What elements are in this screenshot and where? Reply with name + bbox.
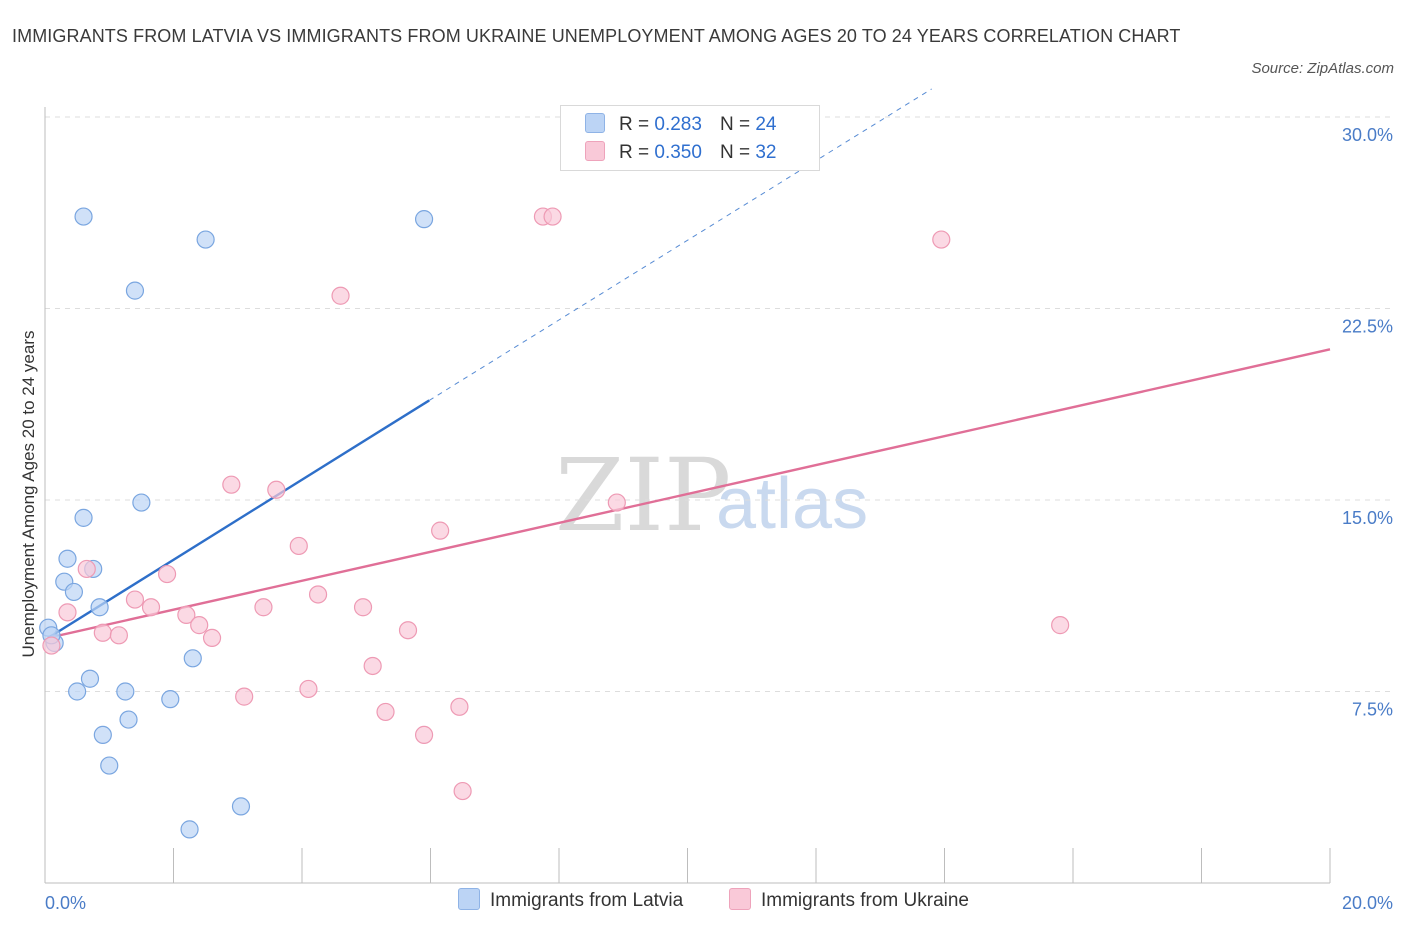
ukraine-point-25 — [363, 656, 382, 676]
latvia-point-0 — [74, 207, 93, 226]
ukraine-point-24 — [42, 636, 61, 655]
latvia-point-3 — [125, 281, 145, 300]
ukraine-r-label: R = — [619, 142, 650, 163]
latvia-point-1 — [196, 230, 215, 249]
source-label: Source: ZipAtlas.com — [1251, 60, 1394, 77]
x-tick-label-0: 0.0% — [45, 893, 86, 913]
ukraine-point-19 — [1051, 616, 1070, 635]
latvia-point-6 — [58, 549, 77, 568]
ukraine-point-20 — [398, 621, 418, 640]
ukraine-point-15 — [353, 598, 373, 617]
ukraine-point-5 — [267, 480, 286, 499]
latvia-point-22 — [180, 820, 199, 839]
latvia-n-label: N = — [719, 114, 751, 135]
ukraine-point-2 — [932, 230, 951, 249]
ukraine-point-31 — [453, 781, 472, 801]
latvia-point-9 — [64, 582, 84, 602]
y-tick-label-1: 15.0% — [1342, 508, 1393, 528]
latvia-point-16 — [116, 682, 135, 701]
stats-legend: R = 0.283 N = 24 R = 0.350 N = 32 — [560, 105, 820, 171]
latvia-point-15 — [68, 682, 87, 701]
ukraine-point-8 — [289, 536, 308, 556]
latvia-trend-line — [47, 399, 430, 639]
y-tick-label-3: 30.0% — [1342, 125, 1393, 145]
legend-latvia-label: Immigrants from Latvia — [490, 890, 684, 911]
ukraine-point-13 — [141, 598, 161, 617]
ukraine-point-29 — [376, 702, 395, 722]
latvia-swatch — [585, 113, 605, 133]
x-tick-label-1: 20.0% — [1342, 893, 1393, 913]
latvia-r-label: R = — [619, 114, 650, 135]
ukraine-point-28 — [450, 697, 469, 716]
latvia-point-17 — [161, 690, 180, 709]
ukraine-point-23 — [202, 628, 222, 647]
ukraine-point-1 — [543, 207, 562, 226]
ukraine-r-value: 0.350 — [654, 142, 702, 163]
y-axis-label: Unemployment Among Ages 20 to 24 years — [19, 331, 38, 658]
ukraine-trend-line — [47, 348, 1331, 640]
stats-row-latvia: R = 0.283 N = 24 — [585, 113, 776, 139]
ukraine-swatch — [585, 141, 605, 161]
chart-title: IMMIGRANTS FROM LATVIA VS IMMIGRANTS FRO… — [12, 26, 1181, 46]
ukraine-point-14 — [254, 598, 273, 617]
ukraine-point-22 — [109, 626, 128, 645]
ukraine-point-12 — [125, 590, 145, 609]
ukraine-point-30 — [414, 725, 434, 745]
stats-row-ukraine: R = 0.350 N = 32 — [585, 141, 776, 167]
latvia-point-5 — [74, 508, 93, 527]
latvia-point-2 — [414, 210, 434, 229]
ukraine-n-value: 32 — [755, 142, 777, 163]
latvia-point-18 — [119, 710, 138, 729]
ukraine-point-11 — [308, 585, 328, 604]
latvia-point-19 — [93, 725, 112, 745]
latvia-point-4 — [132, 493, 151, 512]
ukraine-point-18 — [190, 616, 209, 635]
ukraine-point-4 — [222, 475, 241, 494]
y-tick-label-0: 7.5% — [1352, 700, 1393, 720]
latvia-point-20 — [100, 756, 119, 775]
ukraine-point-9 — [77, 559, 96, 579]
legend-item-ukraine: Immigrants from Ukraine — [729, 888, 969, 912]
ukraine-point-26 — [299, 679, 318, 699]
watermark-zip: ZIP — [555, 437, 731, 554]
ukraine-point-10 — [157, 564, 177, 584]
ukraine-point-3 — [331, 286, 350, 305]
ukraine-point-27 — [235, 687, 254, 706]
ukraine-point-21 — [93, 623, 112, 642]
latvia-r-value: 0.283 — [654, 114, 702, 135]
latvia-n-value: 24 — [755, 114, 777, 135]
latvia-point-14 — [80, 669, 100, 688]
series-legend: Immigrants from Latvia Immigrants from U… — [0, 888, 1406, 916]
legend-latvia-swatch — [458, 888, 480, 910]
ukraine-point-7 — [431, 521, 450, 540]
legend-ukraine-swatch — [729, 888, 751, 910]
legend-item-latvia: Immigrants from Latvia — [458, 888, 683, 912]
ukraine-n-label: N = — [719, 142, 751, 163]
latvia-point-10 — [90, 598, 109, 617]
latvia-point-21 — [231, 797, 251, 816]
ukraine-point-6 — [607, 493, 626, 512]
latvia-point-13 — [183, 649, 202, 668]
watermark-atlas: atlas — [716, 464, 868, 544]
ukraine-point-17 — [177, 605, 196, 625]
legend-ukraine-label: Immigrants from Ukraine — [761, 890, 969, 911]
latvia-trend-extension — [428, 88, 932, 401]
ukraine-point-16 — [58, 603, 77, 622]
y-tick-label-2: 22.5% — [1342, 317, 1393, 337]
